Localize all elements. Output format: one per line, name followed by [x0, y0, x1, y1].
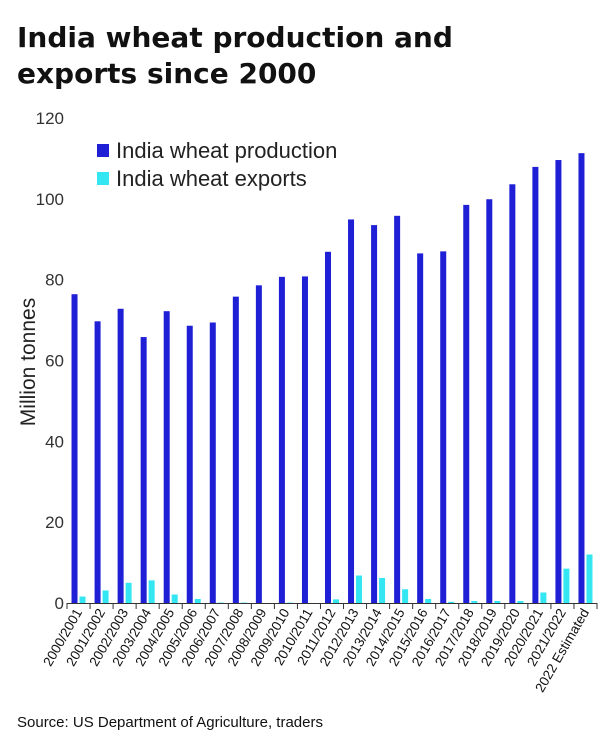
- exports-bar: [517, 600, 524, 603]
- exports-bar: [379, 577, 386, 603]
- x-axis: 2000/20012001/20022002/20032003/20042004…: [40, 603, 598, 695]
- exports-bar: [79, 596, 86, 603]
- production-bar: [140, 337, 147, 603]
- exports-bar: [102, 590, 109, 603]
- legend: India wheat production India wheat expor…: [97, 138, 337, 191]
- exports-bar: [471, 600, 478, 603]
- source-note: Source: US Department of Agriculture, tr…: [17, 714, 323, 731]
- exports-bar: [356, 575, 363, 603]
- exports-bar: [125, 582, 132, 603]
- production-bar: [278, 276, 285, 603]
- production-bar: [417, 253, 424, 603]
- legend-label-exports: India wheat exports: [116, 166, 307, 191]
- exports-bar: [194, 598, 201, 603]
- y-tick-label: 80: [45, 271, 64, 290]
- legend-swatch-exports: [97, 172, 109, 185]
- y-tick-label: 40: [45, 432, 64, 451]
- production-bar: [94, 321, 101, 603]
- production-bar: [325, 251, 331, 603]
- production-bar: [255, 285, 262, 603]
- exports-bar: [448, 601, 455, 603]
- production-bar: [117, 308, 124, 603]
- exports-bar: [586, 554, 593, 603]
- production-bar: [578, 153, 585, 603]
- y-tick-label: 60: [45, 352, 64, 371]
- exports-bar: [494, 600, 501, 603]
- exports-bar: [540, 592, 547, 603]
- chart-title: India wheat production and exports since…: [17, 21, 453, 90]
- y-tick-label: 100: [36, 190, 64, 209]
- production-bar: [209, 322, 216, 603]
- exports-bar: [563, 568, 570, 603]
- y-axis-title: Million tonnes: [17, 298, 40, 426]
- exports-bar: [333, 599, 339, 603]
- production-bar: [532, 166, 539, 603]
- legend-label-production: India wheat production: [116, 138, 337, 163]
- production-bar: [71, 294, 78, 603]
- y-tick-label: 120: [36, 109, 64, 128]
- production-bar: [509, 184, 516, 603]
- exports-bar: [171, 594, 178, 603]
- y-axis: 0 20 40 60 80 100 120: [36, 109, 64, 613]
- exports-bar: [402, 589, 409, 603]
- exports-bar: [148, 580, 155, 603]
- production-bar: [186, 325, 193, 603]
- production-bar: [232, 296, 239, 603]
- production-bar: [555, 160, 562, 603]
- production-bar: [440, 251, 447, 604]
- production-bar: [486, 199, 493, 604]
- exports-bar: [425, 598, 432, 603]
- production-bar: [463, 204, 470, 603]
- y-tick-label: 20: [45, 513, 64, 532]
- production-bar: [163, 311, 170, 603]
- production-bar: [301, 276, 308, 603]
- production-bar: [394, 215, 401, 603]
- bars: [71, 153, 593, 604]
- legend-swatch-production: [97, 144, 109, 157]
- production-bar: [348, 219, 355, 603]
- production-bar: [371, 225, 378, 603]
- y-tick-label: 0: [55, 594, 64, 613]
